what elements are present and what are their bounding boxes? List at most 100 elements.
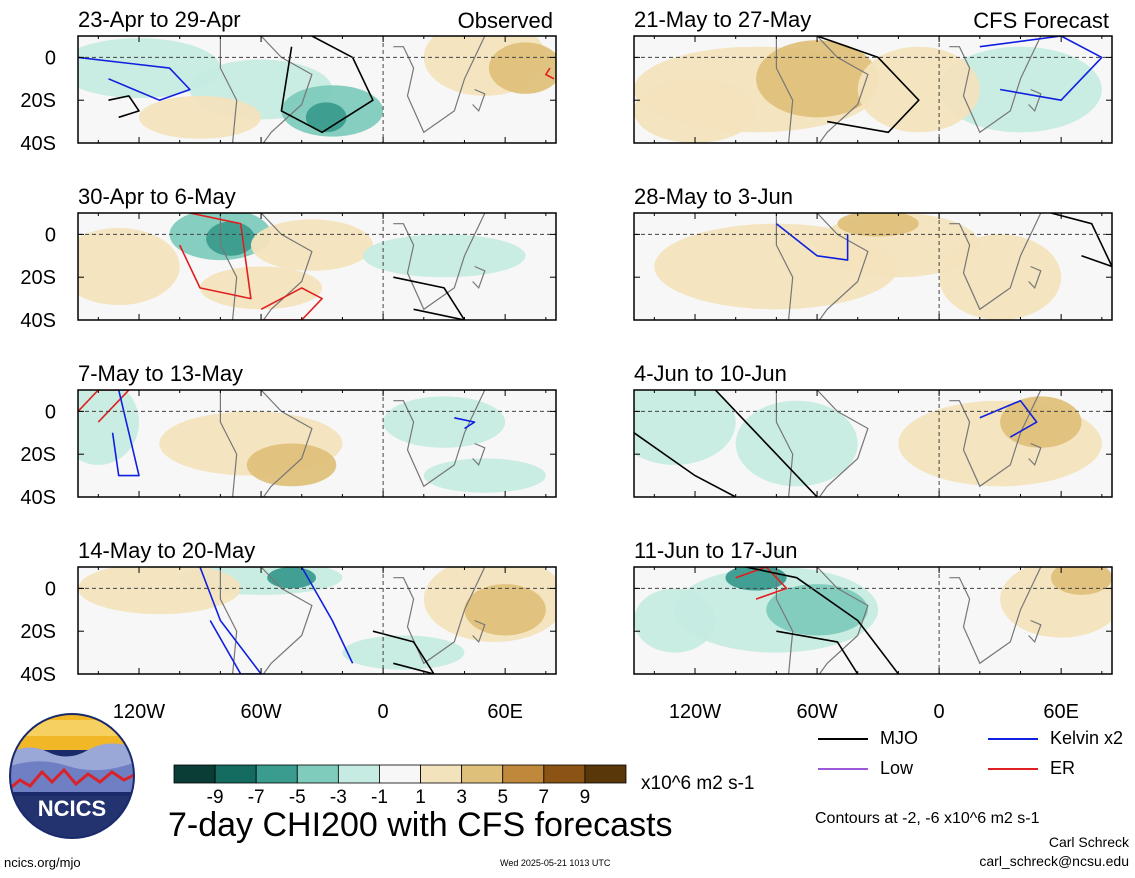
y-tick-label: 40S	[20, 664, 56, 686]
x-tick-label: 60W	[797, 701, 838, 723]
panel-title: 30-Apr to 6-May	[78, 184, 236, 209]
anomaly-shading	[363, 234, 526, 277]
y-tick-label: 0	[45, 578, 56, 600]
legend-er-label: ER	[1050, 758, 1075, 779]
colorbar-swatch	[379, 765, 420, 783]
panel-title: 21-May to 27-May	[634, 7, 811, 32]
site-url: ncics.org/mjo	[4, 855, 81, 870]
anomaly-shading	[858, 47, 980, 133]
y-tick-label: 0	[45, 47, 56, 69]
legend-low-swatch	[818, 768, 868, 770]
x-tick-label: 0	[378, 701, 389, 723]
colorbar: -9 -7 -5 -3 -1 1 3 5 7 9	[174, 765, 626, 808]
logo-text: NCICS	[38, 796, 106, 821]
colorbar-swatch	[421, 765, 462, 783]
y-tick-label: 20S	[20, 90, 56, 112]
legend-er-swatch	[988, 768, 1038, 770]
panel-title: 28-May to 3-Jun	[634, 184, 793, 209]
y-tick-label: 40S	[20, 487, 56, 509]
anomaly-shading	[139, 96, 261, 139]
panel-4: 0 20S 40S 14-May to 20-May	[20, 538, 566, 700]
panel-7: 4-Jun to 10-Jun	[614, 361, 1112, 523]
colorbar-label: -5	[289, 787, 306, 808]
author-email: carl_schreck@ncsu.edu	[979, 853, 1129, 869]
panel-tag: Observed	[458, 8, 553, 33]
anomaly-shading	[489, 42, 562, 93]
anomaly-shading	[1051, 561, 1112, 595]
anomaly-shading	[736, 401, 858, 487]
colorbar-swatch	[585, 765, 626, 783]
anomaly-shading	[342, 635, 464, 669]
contour-legend: MJO Kelvin x2 Low ER	[812, 728, 1132, 790]
panel-8: 11-Jun to 17-Jun	[634, 538, 1122, 700]
anomaly-shading	[424, 458, 546, 492]
legend-kelvin-label: Kelvin x2	[1050, 728, 1123, 749]
anomaly-shading	[200, 267, 322, 310]
panel-1: 0 20S 40S 23-Apr to 29-Apr Observed	[20, 7, 562, 169]
contour-note: Contours at -2, -6 x10^6 m2 s-1	[815, 810, 1040, 828]
panel-title: 23-Apr to 29-Apr	[78, 7, 241, 32]
y-tick-label: 20S	[20, 444, 56, 466]
anomaly-shading	[837, 211, 918, 237]
colorbar-label: 7	[539, 787, 550, 808]
anomaly-shading	[634, 79, 756, 143]
figure-title: 7-day CHI200 with CFS forecasts	[168, 806, 673, 845]
colorbar-swatch	[462, 765, 503, 783]
author-name: Carl Schreck	[1049, 834, 1129, 850]
panel-title: 4-Jun to 10-Jun	[634, 361, 787, 386]
anomaly-shading	[939, 234, 1061, 320]
colorbar-label: 3	[456, 787, 467, 808]
x-tick-label: 120W	[669, 701, 721, 723]
anomaly-shading	[58, 228, 180, 305]
x-tick-label: 60E	[487, 701, 523, 723]
panel-tag: CFS Forecast	[973, 8, 1109, 33]
panel-6: 28-May to 3-Jun	[634, 184, 1112, 346]
panel-3: 0 20S 40S 7-May to 13-May	[20, 361, 556, 523]
colorbar-swatch	[503, 765, 544, 783]
colorbar-label: -9	[207, 787, 224, 808]
colorbar-units: x10^6 m2 s-1	[641, 773, 754, 795]
anomaly-shading	[634, 588, 715, 652]
colorbar-label: 9	[580, 787, 591, 808]
legend-kelvin: Kelvin x2	[988, 728, 1123, 749]
y-tick-label: 20S	[20, 267, 56, 289]
x-tick-label: 60W	[241, 701, 282, 723]
anomaly-shading	[247, 444, 336, 487]
anomaly-shading	[206, 222, 255, 256]
y-tick-label: 40S	[20, 310, 56, 332]
colorbar-swatch	[256, 765, 297, 783]
legend-er: ER	[988, 758, 1075, 779]
legend-mjo-label: MJO	[880, 728, 918, 749]
x-tick-label: 60E	[1043, 701, 1079, 723]
anomaly-shading	[251, 219, 373, 270]
colorbar-swatch	[338, 765, 379, 783]
colorbar-swatch	[297, 765, 338, 783]
colorbar-swatch	[174, 765, 215, 783]
y-tick-label: 40S	[20, 133, 56, 155]
panel-title: 14-May to 20-May	[78, 538, 255, 563]
legend-mjo: MJO	[818, 728, 918, 749]
x-tick-label: 0	[934, 701, 945, 723]
legend-low-label: Low	[880, 758, 913, 779]
panel-title: 7-May to 13-May	[78, 361, 243, 386]
anomaly-shading	[383, 396, 505, 447]
colorbar-label: -7	[248, 787, 265, 808]
y-tick-label: 20S	[20, 621, 56, 643]
colorbar-label: 5	[497, 787, 508, 808]
legend-kelvin-swatch	[988, 738, 1038, 740]
y-tick-label: 0	[45, 224, 56, 246]
timestamp: Wed 2025-05-21 1013 UTC	[500, 858, 610, 868]
colorbar-swatch	[544, 765, 585, 783]
y-tick-label: 0	[45, 401, 56, 423]
colorbar-label: -1	[371, 787, 388, 808]
colorbar-label: 1	[415, 787, 426, 808]
panel-5: 21-May to 27-May CFS Forecast	[634, 7, 1112, 169]
panel-2: 0 20S 40S 30-Apr to 6-May	[20, 184, 556, 346]
colorbar-label: -3	[330, 787, 347, 808]
ncics-logo: NCICS	[8, 712, 136, 845]
colorbar-swatch	[215, 765, 256, 783]
panel-title: 11-Jun to 17-Jun	[634, 538, 797, 563]
anomaly-shading	[464, 584, 545, 635]
legend-mjo-swatch	[818, 738, 868, 740]
legend-low: Low	[818, 758, 913, 779]
